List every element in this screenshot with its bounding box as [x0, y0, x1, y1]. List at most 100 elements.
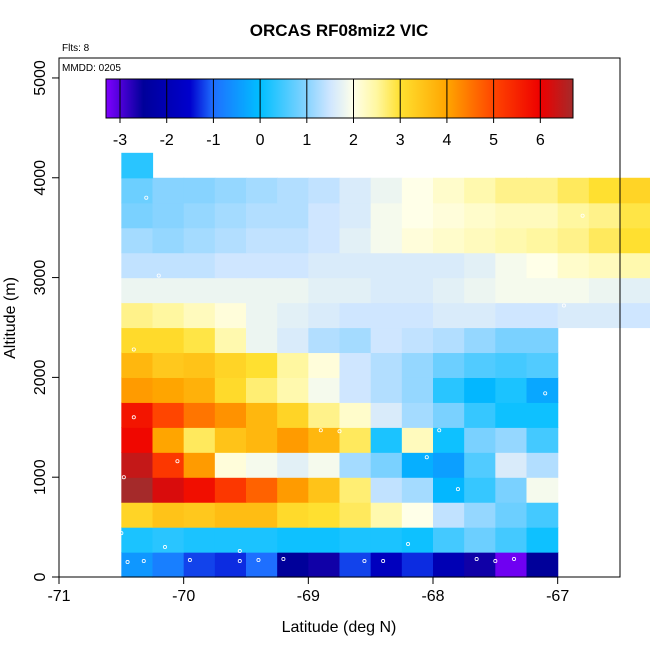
heatmap-cell: [464, 252, 496, 279]
heatmap-cell: [526, 427, 559, 453]
heatmap-cell: [308, 252, 341, 279]
sample-point: [424, 455, 429, 460]
colorbar-tick-label: 5: [489, 132, 498, 149]
heatmap-cell: [526, 502, 559, 528]
heatmap-cell: [464, 227, 496, 254]
y-tick-label: 2000: [32, 359, 49, 395]
sample-point: [256, 558, 261, 563]
sample-point: [543, 391, 548, 396]
heatmap-cell: [588, 177, 621, 204]
colorbar-ticks: -3 -2 -1 0 1 2 3 4 5 6: [113, 79, 545, 149]
heatmap-cell: [370, 302, 403, 329]
heatmap-cell: [214, 377, 247, 403]
heatmap-cell: [495, 402, 528, 428]
x-axis-label: Latitude (deg N): [282, 619, 397, 636]
heatmap-cell: [308, 452, 341, 478]
y-axis: 0 1000 2000 3000 4000 5000: [32, 60, 59, 581]
heatmap-cell: [308, 352, 341, 378]
heatmap-cell: [183, 402, 216, 428]
heatmap-cell: [339, 302, 372, 329]
heatmap-cell: [308, 327, 341, 354]
heatmap-cell: [526, 477, 559, 503]
heatmap-cell: [433, 277, 465, 304]
x-tick-label: -68: [421, 588, 444, 605]
heatmap-cell: [370, 477, 403, 503]
heatmap-cell: [339, 202, 372, 229]
heatmap-cell: [121, 402, 154, 428]
heatmap-cell: [370, 427, 403, 453]
sample-point: [362, 559, 367, 564]
heatmap-cell: [246, 352, 278, 378]
heatmap-cell: [277, 252, 309, 279]
heatmap-cell: [526, 552, 559, 578]
mmdd-label: MMDD: 0205: [62, 63, 121, 74]
heatmap-cell: [401, 202, 434, 229]
heatmap-cell: [339, 277, 372, 304]
heatmap-cell: [495, 177, 528, 204]
heatmap-cell: [370, 502, 403, 528]
heatmap-cell: [308, 377, 341, 403]
heatmap-cell: [495, 477, 528, 503]
heatmap-cell: [495, 227, 528, 254]
heatmap-cell: [214, 302, 247, 329]
sample-point: [237, 559, 242, 564]
heatmap-cell: [183, 552, 216, 578]
heatmap-cell: [557, 277, 590, 304]
heatmap-cell: [370, 402, 403, 428]
y-tick-label: 5000: [32, 60, 49, 96]
heatmap-cell: [401, 552, 434, 578]
heatmap-cell: [433, 527, 465, 553]
heatmap-cell: [339, 252, 372, 279]
heatmap-cell: [526, 377, 559, 403]
heatmap-cell: [246, 502, 278, 528]
heatmap-cell: [401, 252, 434, 279]
heatmap-cell: [214, 477, 247, 503]
heatmap-cell: [401, 527, 434, 553]
sample-point: [237, 549, 242, 554]
heatmap-cell: [183, 377, 216, 403]
heatmap-cell: [495, 327, 528, 354]
colorbar-fill: [106, 79, 573, 118]
heatmap-cell: [339, 377, 372, 403]
heatmap-cell: [214, 202, 247, 229]
colorbar-tick-label: 6: [536, 132, 545, 149]
heatmap-cell: [433, 552, 465, 578]
heatmap-cell: [339, 527, 372, 553]
heatmap-cell: [183, 302, 216, 329]
heatmap-cell: [370, 352, 403, 378]
heatmap-cell: [152, 377, 185, 403]
sample-point: [121, 475, 126, 480]
heatmap-cell: [401, 452, 434, 478]
colorbar-tick-label: 3: [396, 132, 405, 149]
heatmap-cell: [495, 377, 528, 403]
heatmap-cell: [277, 302, 309, 329]
heatmap-cell: [588, 277, 621, 304]
sample-point: [580, 213, 585, 218]
heatmap-cell: [401, 377, 434, 403]
heatmap-cell: [121, 352, 154, 378]
heatmap-cell: [152, 402, 185, 428]
heatmap-cell: [121, 277, 154, 304]
x-tick-label: -70: [172, 588, 195, 605]
heatmap-cell: [183, 477, 216, 503]
sample-point: [281, 557, 286, 562]
heatmap-cell: [246, 377, 278, 403]
x-tick-label: -67: [546, 588, 569, 605]
heatmap-cell: [370, 552, 403, 578]
heatmap-cell: [308, 552, 341, 578]
heatmap-cell: [121, 302, 154, 329]
heatmap-cell: [277, 527, 309, 553]
sample-point: [119, 531, 124, 536]
heatmap-cell: [246, 552, 278, 578]
heatmap-cell: [495, 552, 528, 578]
heatmap-cell: [308, 502, 341, 528]
heatmap-cell: [121, 527, 154, 553]
heatmap-cell: [152, 427, 185, 453]
sample-point: [125, 560, 130, 565]
sample-point: [337, 429, 342, 434]
heatmap-cell: [526, 252, 559, 279]
colorbar-tick-label: -2: [160, 132, 174, 149]
heatmap-cell: [214, 552, 247, 578]
heatmap-cell: [588, 302, 621, 329]
